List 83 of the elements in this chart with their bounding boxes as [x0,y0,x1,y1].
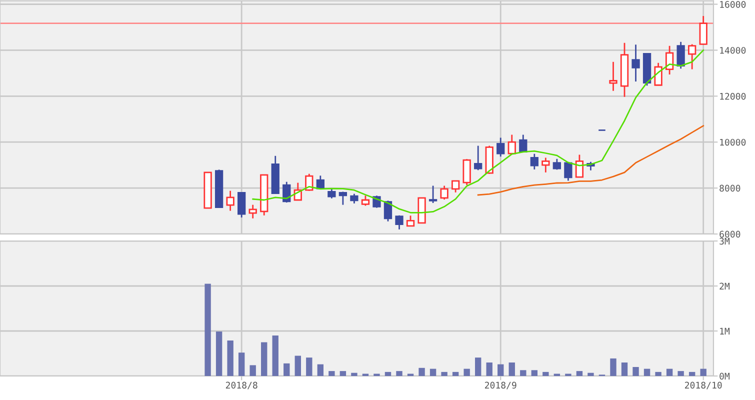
candlestick [552,158,561,170]
bar [418,368,425,376]
bar [396,371,402,376]
bar [644,368,650,376]
y-tick-label: 8000 [720,184,740,192]
candlestick [338,191,348,206]
line-series [477,125,704,196]
candlestick [508,134,516,154]
candlestick [496,137,505,158]
bar [542,372,549,376]
y-tick-label: 3M [720,238,730,245]
y-tick-label: 0M [720,372,730,380]
candlestick [328,188,336,200]
candlestick [474,145,482,171]
candlestick [361,194,370,206]
candlestick [350,193,358,204]
x-tick-label: 2018/9 [484,382,516,390]
bar [655,372,662,376]
bar [317,364,324,376]
bar [351,372,358,376]
bar [474,358,482,376]
bar [250,365,256,376]
bar [531,370,538,376]
candlestick [632,44,640,82]
bar [576,371,583,376]
y-tick-label: 12000 [720,92,746,100]
bar [294,356,301,376]
bar [621,362,628,376]
bar [632,367,639,376]
candlestick [248,204,257,220]
candlestick [238,192,246,218]
bar [238,352,245,376]
candlestick [609,61,618,92]
x-tick-label: 2018/10 [684,382,722,390]
candlestick [575,154,584,178]
candlestick [542,157,550,174]
bar [340,371,346,376]
candlestick [530,153,538,170]
bar [306,358,312,376]
bar [261,342,268,376]
candlestick [519,134,528,152]
candlestick [440,185,448,200]
candlestick [282,181,291,204]
bar [520,370,526,376]
bar [700,368,706,376]
candlestick [395,214,404,230]
bar [441,372,448,376]
candlestick [451,180,460,194]
bar [678,371,684,376]
bar [452,372,459,376]
bar [486,362,492,376]
y-tick-label: 14000 [720,46,746,54]
bar [610,358,616,376]
bar [464,368,470,376]
y-tick-label: 10000 [720,138,746,146]
y-tick-label: 1M [720,328,730,334]
candlestick [699,15,708,45]
bar [204,284,211,376]
candlestick [676,41,685,70]
y-tick-label: 16000 [720,1,746,8]
bar [508,362,515,376]
bar [272,336,278,376]
candlestick [406,214,415,227]
bar [498,364,504,376]
candlestick [428,185,438,204]
candlestick [665,45,674,76]
y-tick-label: 2M [720,282,730,290]
bar [430,368,436,376]
x-tick-label: 2018/8 [226,382,258,390]
candlestick [384,200,392,222]
bar [284,363,290,376]
candlestick [226,190,234,212]
bar [588,372,594,376]
y-tick-label: 6000 [720,230,740,238]
bar [666,368,673,376]
bar [328,371,335,376]
bar [227,340,234,376]
bar [384,372,392,376]
candlestick [688,44,696,70]
bar [688,372,696,376]
candlestick [462,158,471,186]
bar [216,331,222,376]
candlestick [305,173,314,192]
